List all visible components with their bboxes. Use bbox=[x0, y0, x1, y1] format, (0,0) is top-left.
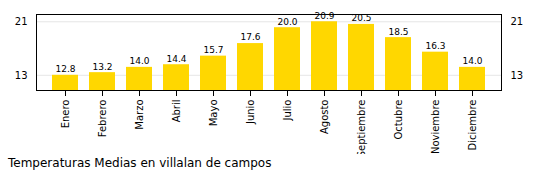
svg-text:17.6: 17.6 bbox=[240, 32, 260, 42]
svg-text:15.7: 15.7 bbox=[203, 45, 223, 55]
svg-text:13: 13 bbox=[511, 70, 524, 81]
svg-text:Septiembre: Septiembre bbox=[356, 100, 367, 155]
svg-text:14.0: 14.0 bbox=[462, 56, 482, 66]
svg-text:20.0: 20.0 bbox=[277, 17, 297, 27]
svg-text:Marzo: Marzo bbox=[134, 100, 145, 130]
svg-text:Noviembre: Noviembre bbox=[430, 100, 441, 155]
svg-text:Octubre: Octubre bbox=[393, 100, 404, 140]
svg-text:12.8: 12.8 bbox=[55, 64, 75, 74]
svg-text:Febrero: Febrero bbox=[97, 100, 108, 138]
svg-text:14.0: 14.0 bbox=[129, 56, 149, 66]
html-text:Temperaturas Medias en villala: Temperaturas Medias en villalan de campo… bbox=[8, 156, 272, 170]
svg-text:Enero: Enero bbox=[60, 100, 71, 129]
svg-text:13.2: 13.2 bbox=[92, 62, 112, 72]
svg-text:Diciembre: Diciembre bbox=[467, 100, 478, 151]
svg-text:Mayo: Mayo bbox=[208, 100, 219, 127]
svg-text:Abril: Abril bbox=[171, 100, 182, 123]
svg-text:21: 21 bbox=[511, 16, 524, 27]
svg-text:14.4: 14.4 bbox=[166, 54, 186, 64]
svg-text:13: 13 bbox=[15, 70, 28, 81]
svg-text:18.5: 18.5 bbox=[388, 27, 408, 37]
svg-text:20.9: 20.9 bbox=[314, 11, 334, 21]
svg-text:Julio: Julio bbox=[282, 100, 293, 122]
svg-text:Agosto: Agosto bbox=[319, 100, 330, 135]
svg-text:21: 21 bbox=[15, 16, 28, 27]
svg-text:Junio: Junio bbox=[245, 100, 256, 126]
svg-text:20.5: 20.5 bbox=[351, 13, 372, 24]
svg-text:16.3: 16.3 bbox=[425, 41, 445, 51]
